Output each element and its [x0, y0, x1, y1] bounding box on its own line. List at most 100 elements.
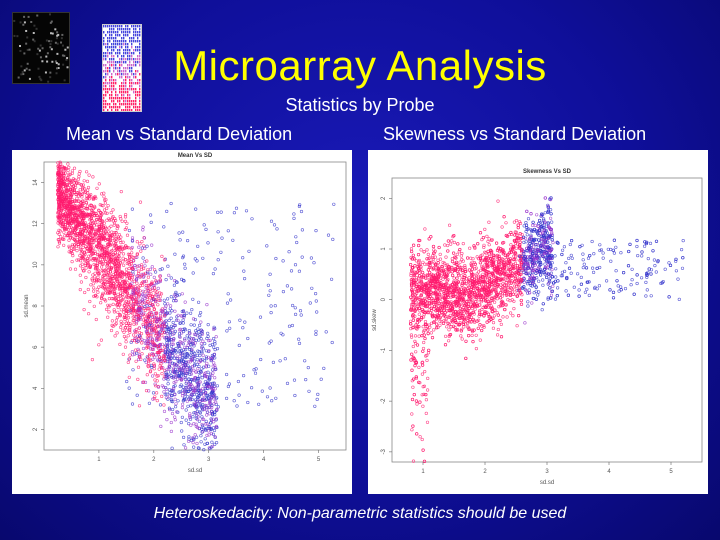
scatter-point: [199, 375, 202, 378]
scatter-point: [170, 430, 173, 433]
scatter-point: [131, 208, 134, 211]
heat-cell: [131, 37, 132, 39]
scatter-point: [331, 341, 334, 344]
heat-cell: [109, 37, 110, 39]
heat-cell: [129, 28, 130, 30]
scatter-point: [174, 419, 177, 422]
scatter-point: [196, 260, 199, 263]
scatter-point: [163, 226, 166, 229]
scatter-point: [83, 180, 86, 183]
heat-cell: [113, 28, 114, 30]
scatter-point: [193, 324, 196, 327]
mean-vs-sd-svg: Mean Vs SD1 2 3 4 51412108642sd.sdsd.mean: [12, 150, 352, 494]
scatter-point: [103, 196, 106, 199]
scatter-point: [183, 444, 186, 447]
scatter-point: [161, 372, 164, 375]
scatter-point: [449, 243, 452, 246]
scatter-point: [184, 267, 187, 270]
scatter-point: [675, 270, 678, 273]
scatter-point: [461, 258, 464, 261]
chip-dot: [20, 21, 22, 23]
scatter-point: [204, 438, 207, 441]
heat-cell: [115, 37, 116, 39]
heat-cell: [107, 37, 108, 39]
scatter-point: [195, 436, 198, 439]
scatter-point: [270, 220, 273, 223]
chip-dot: [49, 13, 51, 15]
heat-cell: [127, 31, 128, 33]
heat-cell: [125, 25, 126, 27]
scatter-point: [192, 446, 195, 449]
scatter-point: [122, 253, 125, 256]
scatter-point: [117, 311, 120, 314]
scatter-point: [304, 378, 307, 381]
scatter-point: [286, 382, 289, 385]
scatter-point: [423, 370, 426, 373]
scatter-point: [170, 277, 173, 280]
y-tick-label: 4: [33, 386, 39, 390]
heat-cell: [107, 25, 108, 27]
scatter-point: [92, 287, 95, 290]
heat-cell: [135, 25, 136, 27]
scatter-point: [295, 236, 298, 239]
scatter-point: [181, 416, 184, 419]
scatter-point: [284, 357, 287, 360]
heat-cell: [119, 91, 120, 93]
scatter-point: [116, 332, 119, 335]
scatter-point: [93, 224, 96, 227]
scatter-point: [298, 342, 301, 345]
scatter-point: [314, 405, 317, 408]
scatter-point: [169, 308, 172, 311]
scatter-point: [412, 386, 415, 389]
heat-cell: [121, 31, 122, 33]
scatter-point: [83, 291, 86, 294]
scatter-point: [194, 433, 197, 436]
scatter-point: [199, 354, 202, 357]
heat-cell: [123, 28, 124, 30]
scatter-point: [310, 257, 313, 260]
chip-dot: [36, 15, 38, 17]
scatter-point: [160, 425, 163, 428]
scatter-point: [76, 197, 79, 200]
scatter-point: [182, 436, 185, 439]
scatter-point: [317, 393, 320, 396]
scatter-point: [295, 241, 298, 244]
heat-cell: [115, 25, 116, 27]
scatter-point: [275, 397, 278, 400]
scatter-point: [307, 366, 310, 369]
scatter-point: [122, 257, 125, 260]
heat-cell: [109, 28, 110, 30]
scatter-point: [127, 316, 130, 319]
heat-cell: [109, 31, 110, 33]
scatter-point: [88, 174, 91, 177]
scatter-point: [257, 403, 260, 406]
scatter-point: [615, 246, 618, 249]
scatter-point: [206, 362, 209, 365]
scatter-point: [174, 253, 177, 256]
heat-cell: [105, 91, 106, 93]
heat-cell: [113, 25, 114, 27]
scatter-point: [192, 272, 195, 275]
scatter-point: [200, 434, 203, 437]
scatter-point: [119, 326, 122, 329]
scatter-point: [119, 343, 122, 346]
scatter-point: [620, 251, 623, 254]
scatter-point: [120, 190, 123, 193]
scatter-point: [170, 421, 173, 424]
heat-cell: [115, 31, 116, 33]
heat-cell: [131, 25, 132, 27]
scatter-point: [129, 354, 132, 357]
x-axis-label: sd.sd: [188, 468, 202, 474]
scatter-point: [104, 292, 107, 295]
scatter-point: [159, 312, 162, 315]
scatter-point: [565, 261, 568, 264]
scatter-point: [215, 441, 218, 444]
heat-cell: [111, 91, 112, 93]
scatter-point: [71, 260, 74, 263]
scatter-point: [189, 404, 192, 407]
scatter-point: [164, 302, 167, 305]
scatter-point: [327, 234, 330, 237]
scatter-point: [238, 394, 241, 397]
heat-cell: [121, 25, 122, 27]
scatter-point: [190, 424, 193, 427]
